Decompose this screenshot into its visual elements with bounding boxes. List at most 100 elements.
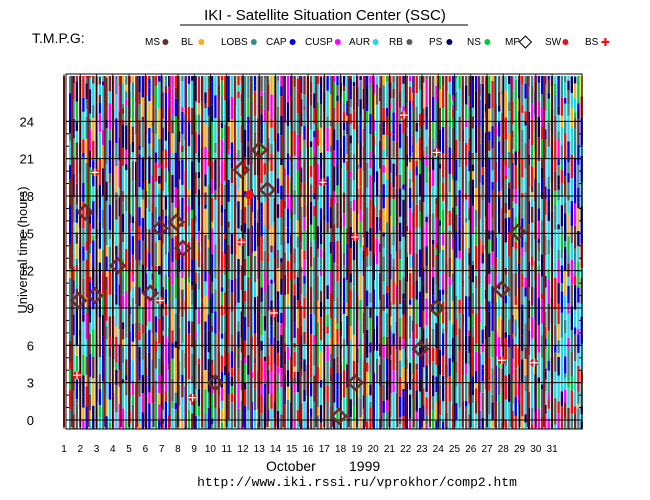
region-segment: [131, 160, 135, 181]
region-segment: [481, 167, 484, 175]
region-segment: [385, 116, 389, 125]
region-segment: [573, 158, 577, 169]
region-segment: [164, 297, 168, 305]
region-segment: [224, 254, 227, 269]
region-segment: [181, 343, 184, 350]
region-segment: [527, 330, 531, 347]
region-segment: [303, 159, 306, 183]
region-segment: [72, 211, 75, 223]
region-segment: [187, 379, 191, 390]
region-segment: [422, 328, 425, 351]
region-segment: [491, 230, 494, 252]
region-segment: [349, 79, 352, 100]
region-segment: [105, 119, 108, 129]
bs-crossing-cross: [530, 358, 539, 367]
region-segment: [194, 153, 197, 173]
region-segment: [333, 242, 336, 263]
region-segment: [276, 249, 280, 269]
region-segment: [375, 325, 379, 351]
region-segment: [438, 395, 441, 401]
region-segment: [131, 216, 135, 224]
region-segment: [498, 136, 501, 142]
region-segment: [181, 244, 184, 256]
region-segment: [382, 232, 385, 237]
footer-url: http://www.iki.rssi.ru/vprokhor/comp2.ht…: [197, 475, 517, 490]
region-segment: [514, 165, 517, 190]
mp-crossing-marker: [232, 161, 251, 179]
region-segment: [164, 336, 168, 364]
bs-crossing-cross: [318, 178, 327, 187]
region-segment: [544, 413, 547, 429]
region-segment: [557, 114, 560, 132]
region-segment: [471, 260, 474, 265]
region-segment: [197, 152, 201, 157]
region-segment: [333, 82, 336, 108]
sw-stripe: [250, 76, 253, 427]
region-segment: [214, 345, 217, 359]
bs-crossing-cross: [400, 111, 409, 120]
region-segment: [293, 162, 296, 185]
region-segment: [570, 76, 573, 93]
region-segment: [300, 360, 303, 369]
region-segment: [309, 376, 313, 383]
region-segment: [230, 244, 234, 255]
region-segment: [194, 194, 197, 216]
region-segment: [194, 283, 197, 310]
region-segment: [491, 108, 494, 126]
region-segment: [69, 318, 72, 341]
region-segment: [573, 284, 577, 310]
region-segment: [88, 210, 92, 224]
region-segment: [280, 135, 283, 159]
region-segment: [554, 171, 557, 191]
x-tick-label: 16: [302, 444, 314, 455]
region-segment: [138, 187, 141, 208]
region-segment: [560, 291, 564, 313]
region-segment: [564, 290, 567, 295]
region-segment: [115, 166, 118, 193]
region-segment: [342, 122, 346, 131]
region-segment: [471, 116, 474, 129]
region-segment: [181, 111, 184, 135]
region-segment: [435, 100, 438, 124]
region-segment: [303, 343, 306, 360]
region-segment: [524, 391, 527, 415]
region-segment: [441, 333, 445, 356]
region-segment: [432, 311, 435, 329]
region-segment: [531, 222, 534, 232]
region-segment: [441, 273, 445, 290]
region-segment: [385, 308, 389, 314]
region-segment: [309, 241, 313, 247]
region-segment: [488, 311, 491, 338]
region-segment: [230, 402, 234, 429]
region-segment: [540, 276, 544, 294]
x-tick-label: 28: [498, 444, 510, 455]
region-segment: [158, 81, 161, 101]
region-segment: [507, 151, 511, 169]
region-segment: [210, 135, 214, 161]
region-segment: [121, 124, 125, 131]
region-segment: [207, 298, 210, 315]
region-segment: [544, 76, 547, 85]
region-segment: [474, 210, 478, 228]
region-segment: [82, 278, 85, 300]
region-segment: [115, 384, 118, 413]
region-segment: [362, 76, 366, 89]
region-segment: [224, 233, 227, 239]
region-segment: [521, 247, 524, 257]
region-segment: [283, 342, 286, 352]
region-segment: [253, 235, 257, 252]
region-segment: [514, 416, 517, 429]
region-segment: [148, 392, 151, 404]
region-segment: [210, 394, 214, 419]
region-segment: [438, 266, 441, 290]
region-segment: [554, 140, 557, 148]
region-segment: [362, 408, 366, 415]
region-segment: [296, 308, 300, 329]
region-segment: [577, 144, 580, 165]
region-segment: [69, 237, 72, 245]
region-segment: [75, 264, 78, 271]
region-segment: [537, 377, 540, 383]
region-segment: [557, 79, 560, 106]
region-segment: [577, 334, 580, 353]
x-tick-label: 6: [143, 444, 149, 455]
